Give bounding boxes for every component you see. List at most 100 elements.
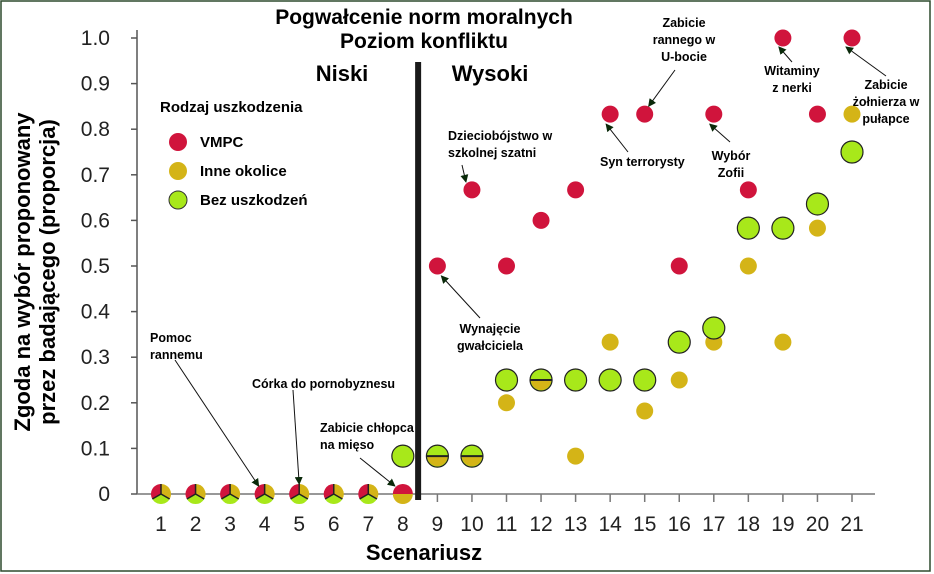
annotation-label: Pomoc rannemu	[150, 331, 203, 362]
legend-marker-0	[169, 133, 187, 151]
y-tick-label: 0.9	[81, 73, 110, 96]
annotation-arrow	[778, 46, 793, 63]
annotation-label-line: Syn terrorysty	[600, 155, 685, 169]
legend-title: Rodzaj uszkodzenia	[160, 99, 303, 116]
annotation-arrow	[440, 275, 481, 319]
point-bez-uszkodzen	[771, 216, 795, 240]
annotation-label: Wybór Zofii	[712, 149, 751, 180]
x-tick-label: 6	[328, 513, 340, 536]
axes: 00.10.20.30.40.50.60.70.80.91.01 2 3 4 5 6 7 8 9…	[81, 27, 875, 536]
region-label-high: Wysoki	[452, 61, 529, 86]
x-tick-label: 15	[633, 513, 656, 536]
annotations: Pomoc rannemu Córka do pornobyznesu Zabicie…	[150, 16, 920, 487]
point-bez-uszkodzen	[391, 444, 415, 468]
point-bez-uszkodzen	[736, 216, 760, 240]
x-tick-label: 3	[224, 513, 236, 536]
annotation-label-line: rannemu	[150, 348, 203, 362]
annotation-arrow	[292, 389, 303, 485]
x-tick-label: 21	[840, 513, 863, 536]
overlap-marker-all-groups	[220, 484, 241, 504]
annotation-label-line: z nerki	[772, 81, 812, 95]
x-tick-label: 8	[397, 513, 409, 536]
half-inne-okolice	[392, 494, 413, 504]
point-vmpc	[739, 181, 757, 199]
legend-marker-1	[169, 162, 187, 180]
overlap-marker-all-groups	[323, 484, 344, 505]
sector-divider	[324, 493, 335, 500]
annotation-arrow	[605, 123, 629, 153]
sector-bez-uszkodzen	[325, 494, 343, 505]
annotation-label-line: Wynajęcie	[460, 322, 521, 336]
annotation-label-line: na mięso	[320, 438, 375, 452]
point-inne-okolice	[498, 394, 515, 412]
point-vmpc	[808, 105, 826, 123]
point-inne-okolice	[739, 257, 757, 275]
y-tick-label: 0.3	[81, 346, 110, 369]
annotation-label-line: Zabicie chłopca	[320, 421, 415, 435]
annotation-label: Wynajęcie gwałciciela	[457, 322, 524, 353]
point-inne-okolice	[670, 371, 688, 389]
annotation-arrow	[845, 46, 887, 77]
y-tick-label: 0.7	[81, 164, 110, 187]
point-inne-okolice	[774, 333, 792, 351]
x-tick-label: 5	[293, 513, 305, 536]
overlap-marker-all-groups	[185, 484, 206, 504]
point-vmpc	[705, 105, 723, 123]
annotation-label-line: gwałciciela	[457, 339, 524, 353]
annotation-label-line: U-bocie	[661, 50, 707, 64]
x-tick-label: 4	[259, 513, 271, 536]
annotation-label: Syn terrorysty	[600, 155, 685, 169]
point-inne-okolice-overlap	[427, 456, 448, 467]
annotation-arrow	[709, 123, 731, 143]
annotation-label: Zabicie rannego w U-bocie	[653, 16, 716, 64]
x-tick-label: 14	[598, 513, 622, 536]
sector-divider	[264, 493, 274, 500]
x-tick-label: 19	[771, 513, 794, 536]
legend-marker-2	[168, 190, 188, 210]
legend: Rodzaj uszkodzenia VMPC Inne okolice Bez u…	[160, 99, 308, 210]
x-tick-label: 11	[496, 513, 518, 536]
point-vmpc	[636, 105, 654, 123]
y-tick-label: 0	[98, 483, 110, 506]
half-vmpc	[392, 484, 413, 494]
point-bez-uszkodzen	[598, 368, 622, 392]
annotation-label-line: pułapce	[862, 112, 909, 126]
sector-divider	[290, 493, 300, 500]
point-vmpc	[601, 105, 619, 123]
annotation-arrow	[460, 164, 469, 183]
sector-divider	[229, 493, 240, 500]
y-tick-label: 0.2	[81, 392, 110, 415]
sector-divider	[359, 493, 369, 500]
point-vmpc	[532, 211, 550, 229]
point-vmpc	[428, 257, 446, 275]
sector-divider	[298, 493, 309, 500]
annotation-label-line: Zabicie	[662, 16, 705, 30]
annotation-label-line: Pomoc	[150, 331, 192, 345]
legend-entry-0: VMPC	[200, 134, 244, 151]
overlap-marker-vmpc-inne	[392, 484, 413, 504]
point-inne-okolice	[808, 219, 826, 237]
point-vmpc	[843, 29, 861, 47]
sector-divider	[333, 493, 343, 500]
sector-divider	[221, 493, 231, 500]
y-tick-label: 0.1	[81, 437, 110, 460]
y-tick-label: 0.6	[81, 209, 110, 232]
point-bez-uszkodzen	[494, 368, 519, 392]
annotation-label-line: żołnierza w	[853, 95, 920, 109]
point-bez-uszkodzen	[563, 368, 588, 392]
annotation-arrow	[648, 69, 676, 107]
x-tick-label: 16	[668, 513, 691, 536]
point-bez-uszkodzen	[633, 368, 657, 392]
x-axis-label: Scenariusz	[366, 540, 482, 565]
point-inne-okolice	[636, 402, 654, 420]
sector-divider	[195, 493, 205, 500]
legend-entry-2: Bez uszkodzeń	[200, 192, 308, 209]
annotation-label-line: Zofii	[718, 166, 744, 180]
annotation-label-line: Witaminy	[764, 64, 819, 78]
x-tick-label: 10	[460, 513, 483, 536]
x-tick-label: 2	[190, 513, 202, 536]
point-vmpc	[463, 181, 481, 199]
point-vmpc	[670, 257, 688, 275]
annotation-label: Zabicie chłopca na mięso	[320, 421, 415, 452]
